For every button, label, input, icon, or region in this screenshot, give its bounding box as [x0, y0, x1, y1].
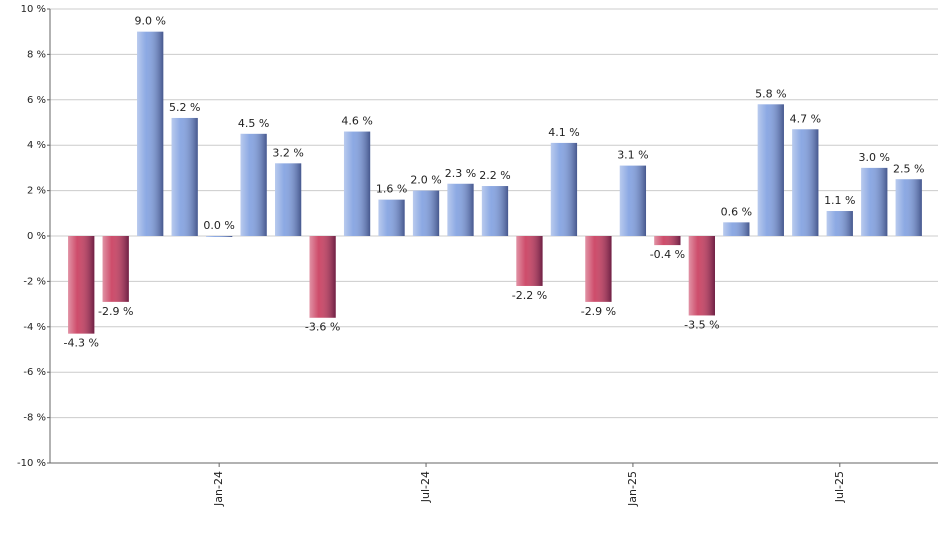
data-label: 2.5 %: [893, 162, 924, 175]
data-label: 0.0 %: [203, 219, 234, 232]
bar-shade: [240, 133, 267, 236]
data-label: -3.6 %: [305, 321, 340, 334]
y-tick-label: -6 %: [23, 367, 46, 378]
x-tick-label: Jan-24: [212, 471, 225, 507]
bar-shade: [792, 129, 819, 236]
data-label: 5.8 %: [755, 87, 786, 100]
bar-shade: [309, 236, 336, 318]
bar-shade: [206, 236, 233, 237]
data-label: -4.3 %: [64, 337, 99, 350]
bar-shade: [102, 236, 129, 302]
y-tick-label: 8 %: [27, 49, 46, 60]
data-label: 0.6 %: [721, 205, 752, 218]
bar-shade: [137, 31, 164, 237]
bar-shade: [757, 104, 784, 236]
data-label: -3.5 %: [684, 318, 719, 331]
y-tick-label: -8 %: [23, 413, 46, 424]
x-tick-label: Jan-25: [626, 471, 639, 507]
y-tick-label: 2 %: [27, 186, 46, 197]
data-label: 2.3 %: [445, 167, 476, 180]
bar-shade: [481, 186, 509, 236]
data-label: 5.2 %: [169, 101, 200, 114]
x-tick-label: Jul-25: [833, 471, 846, 503]
bar-shade: [619, 165, 647, 236]
data-label: 4.7 %: [790, 112, 821, 125]
data-label: 3.1 %: [617, 149, 648, 162]
data-label: -0.4 %: [650, 248, 685, 261]
bar-shade: [378, 199, 405, 236]
y-tick-label: 6 %: [27, 95, 46, 106]
data-label: -2.9 %: [98, 305, 133, 318]
y-tick-label: -2 %: [23, 276, 46, 287]
bar-shade: [412, 190, 440, 236]
y-tick-label: 0 %: [27, 231, 46, 242]
data-label: 1.1 %: [824, 194, 855, 207]
data-label: 4.5 %: [238, 117, 269, 130]
bar-shade: [688, 236, 715, 316]
bar-shade: [171, 117, 198, 236]
data-label: -2.2 %: [512, 289, 547, 302]
bar-shade: [654, 236, 681, 246]
y-tick-label: -10 %: [17, 458, 46, 469]
bar-shade: [447, 183, 474, 236]
y-tick-label: 10 %: [21, 4, 46, 15]
data-label: 9.0 %: [134, 15, 165, 28]
bar-shade: [861, 167, 888, 236]
y-tick-label: 4 %: [27, 140, 46, 151]
data-label: 2.0 %: [410, 174, 441, 187]
data-label: 3.2 %: [272, 146, 303, 159]
x-tick-label: Jul-24: [419, 471, 432, 503]
data-label: -2.9 %: [581, 305, 616, 318]
data-label: 4.6 %: [341, 115, 372, 128]
data-label: 3.0 %: [859, 151, 890, 164]
data-label: 2.2 %: [479, 169, 510, 182]
data-label: 4.1 %: [548, 126, 579, 139]
bar-shade: [895, 179, 922, 236]
bar-shade: [550, 142, 578, 236]
bar-shade: [275, 163, 302, 236]
bar-shade: [826, 211, 853, 236]
y-tick-label: -4 %: [23, 322, 46, 333]
data-label: 1.6 %: [376, 183, 407, 196]
bar-shade: [343, 131, 371, 236]
bar-shade: [516, 236, 543, 286]
bar-shade: [723, 222, 750, 236]
bar-shade: [585, 236, 612, 302]
bar-shade: [68, 236, 95, 334]
